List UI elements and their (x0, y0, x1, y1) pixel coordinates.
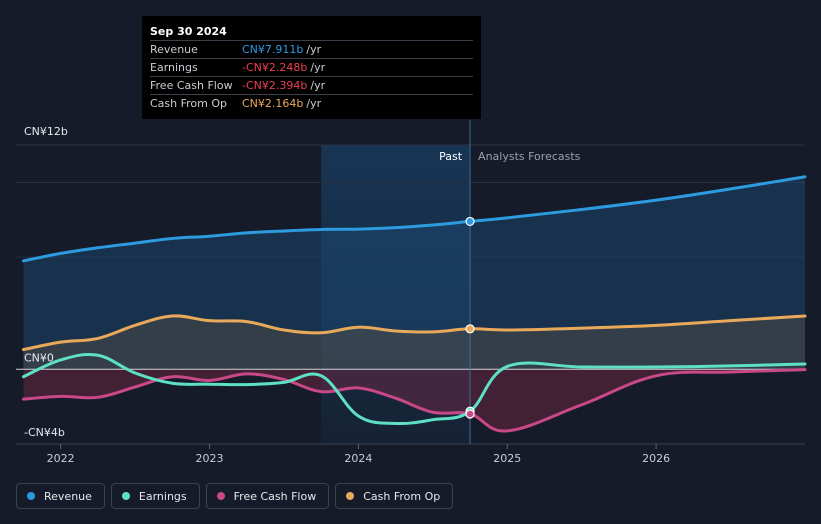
legend-dot-icon (27, 492, 35, 500)
legend-item-revenue[interactable]: Revenue (16, 483, 105, 509)
legend-dot-icon (121, 492, 130, 500)
series-line-cash-from-op (21, 314, 807, 352)
tooltip-row-earnings: Earnings -CN¥2.248b /yr (150, 58, 473, 76)
legend-label: Free Cash Flow (233, 489, 317, 503)
past-label: Past (439, 150, 463, 163)
tooltip-value: CN¥7.911b (242, 43, 304, 56)
data-point-cash-from-op (465, 324, 475, 334)
data-point-revenue (465, 216, 475, 227)
tooltip-date: Sep 30 2024 (150, 25, 227, 38)
forecast-label: Analysts Forecasts (478, 150, 581, 163)
area-free-cash-flow (23, 369, 805, 432)
x-tick-label: 2022 (47, 452, 75, 465)
tooltip-row-revenue: Revenue CN¥7.911b /yr (150, 40, 473, 58)
tooltip-row-free-cash-flow: Free Cash Flow -CN¥2.394b /yr (150, 76, 473, 94)
x-tick-label: 2026 (642, 452, 670, 465)
tooltip-value: CN¥2.164b (242, 97, 304, 110)
x-tick-label: 2023 (196, 452, 224, 465)
legend-item-free-cash-flow[interactable]: Free Cash Flow (205, 483, 330, 509)
legend-dot-icon (216, 492, 225, 500)
series-line-free-cash-flow (21, 368, 807, 433)
tooltip-label: Cash From Op (150, 97, 228, 110)
legend-label: Earnings (138, 489, 187, 503)
tooltip-label: Revenue (150, 43, 198, 56)
x-tick-label: 2024 (344, 452, 372, 465)
series-line-earnings (21, 352, 807, 426)
legend-dot-icon (346, 492, 355, 500)
tooltip: Sep 30 2024 Revenue CN¥7.911b /yr Earnin… (142, 16, 481, 119)
legend-label: Revenue (44, 489, 92, 503)
tooltip-unit: /yr (306, 43, 322, 56)
y-tick-label: CN¥0 (24, 351, 54, 364)
x-tick-label: 2025 (493, 452, 521, 465)
tooltip-label: Earnings (150, 61, 198, 74)
tooltip-value: -CN¥2.394b (242, 79, 308, 92)
past-region (321, 145, 471, 444)
tooltip-label: Free Cash Flow (150, 79, 233, 92)
legend-label: Cash From Op (363, 489, 441, 503)
legend-item-earnings[interactable]: Earnings (110, 483, 200, 509)
tooltip-unit: /yr (310, 61, 326, 74)
y-tick-label: -CN¥4b (24, 426, 65, 439)
legend: Revenue Earnings Free Cash Flow Cash Fro… (16, 483, 454, 511)
tooltip-row-cash-from-op: Cash From Op CN¥2.164b /yr (150, 94, 473, 112)
y-tick-label: CN¥12b (24, 125, 68, 138)
area-cash-from-op (23, 315, 805, 370)
legend-item-cash-from-op[interactable]: Cash From Op (335, 483, 454, 509)
tooltip-unit: /yr (306, 97, 322, 110)
tooltip-unit: /yr (310, 79, 326, 92)
data-point-free-cash-flow (465, 409, 475, 419)
tooltip-value: -CN¥2.248b (242, 61, 308, 74)
series-line-revenue (21, 175, 807, 263)
